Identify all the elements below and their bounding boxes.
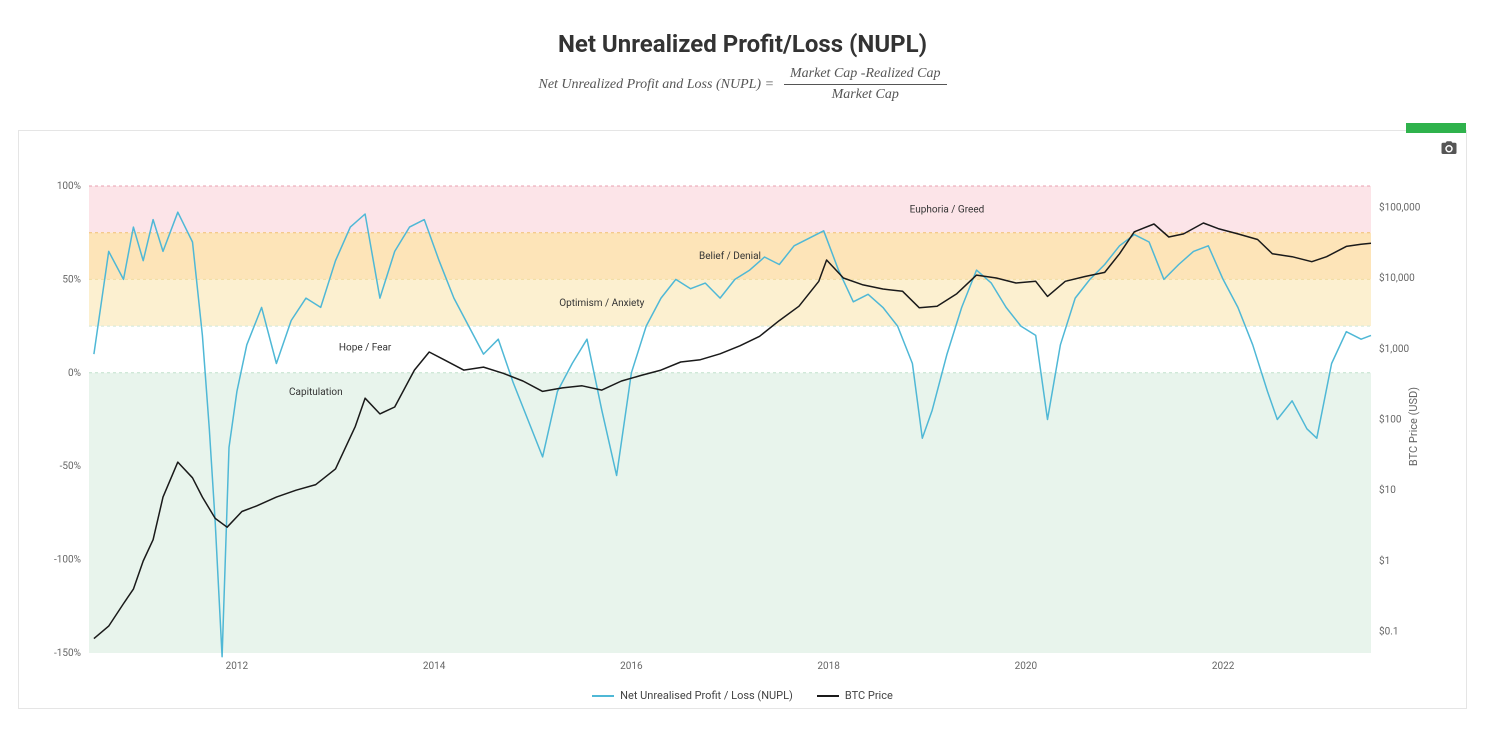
svg-text:100%: 100% bbox=[57, 181, 81, 192]
chart-plot-area[interactable]: look into bitcoin Euphoria / GreedBelief… bbox=[89, 186, 1371, 653]
svg-text:Euphoria / Greed: Euphoria / Greed bbox=[910, 204, 985, 215]
formula-numerator: Market Cap -Realized Cap bbox=[784, 66, 946, 85]
svg-text:2014: 2014 bbox=[423, 661, 446, 672]
formula-fraction: Market Cap -Realized Cap Market Cap bbox=[784, 66, 946, 103]
svg-text:Hope / Fear: Hope / Fear bbox=[339, 342, 392, 353]
chart-panel: look into bitcoin Euphoria / GreedBelief… bbox=[18, 130, 1467, 709]
svg-text:2020: 2020 bbox=[1015, 661, 1038, 672]
legend-item-nupl[interactable]: Net Unrealised Profit / Loss (NUPL) bbox=[592, 689, 793, 702]
svg-text:$10: $10 bbox=[1379, 483, 1396, 496]
svg-text:$10,000: $10,000 bbox=[1379, 271, 1415, 284]
legend-swatch-btc bbox=[817, 695, 839, 697]
svg-text:$0.1: $0.1 bbox=[1379, 625, 1399, 638]
svg-text:2016: 2016 bbox=[620, 661, 643, 672]
svg-text:-50%: -50% bbox=[60, 461, 81, 472]
page-container: Net Unrealized Profit/Loss (NUPL) Net Un… bbox=[0, 0, 1485, 729]
chart-header: Net Unrealized Profit/Loss (NUPL) Net Un… bbox=[0, 0, 1485, 103]
formula-denominator: Market Cap bbox=[832, 85, 899, 103]
chart-title: Net Unrealized Profit/Loss (NUPL) bbox=[0, 30, 1485, 58]
svg-text:50%: 50% bbox=[62, 274, 81, 285]
svg-text:2018: 2018 bbox=[817, 661, 840, 672]
legend-swatch-nupl bbox=[592, 695, 614, 697]
legend-item-btc[interactable]: BTC Price bbox=[817, 689, 893, 702]
svg-text:2012: 2012 bbox=[226, 661, 249, 672]
chart-legend: Net Unrealised Profit / Loss (NUPL) BTC … bbox=[19, 689, 1466, 702]
camera-icon[interactable] bbox=[1440, 139, 1458, 157]
legend-label-nupl: Net Unrealised Profit / Loss (NUPL) bbox=[620, 689, 793, 702]
svg-text:2022: 2022 bbox=[1212, 661, 1235, 672]
formula-lhs: Net Unrealized Profit and Loss (NUPL) = bbox=[538, 77, 774, 93]
svg-text:$100: $100 bbox=[1379, 413, 1402, 426]
svg-text:$1,000: $1,000 bbox=[1379, 342, 1409, 355]
svg-text:-100%: -100% bbox=[54, 555, 81, 566]
svg-text:$1: $1 bbox=[1379, 554, 1390, 567]
svg-text:Capitulation: Capitulation bbox=[289, 387, 343, 398]
svg-text:-150%: -150% bbox=[54, 648, 81, 659]
formula: Net Unrealized Profit and Loss (NUPL) = … bbox=[538, 66, 946, 103]
svg-text:Belief / Denial: Belief / Denial bbox=[699, 250, 761, 262]
chart-toolbar bbox=[1440, 139, 1458, 157]
y2-axis-label: BTC Price (USD) bbox=[1407, 386, 1420, 465]
svg-text:$100,000: $100,000 bbox=[1379, 200, 1421, 213]
svg-text:Optimism / Anxiety: Optimism / Anxiety bbox=[559, 298, 644, 309]
chart-svg: Euphoria / Greed Belief / Denial Optimism … bbox=[89, 186, 1371, 653]
legend-label-btc: BTC Price bbox=[845, 689, 893, 702]
svg-text:0%: 0% bbox=[68, 368, 81, 379]
top-right-tab bbox=[1406, 123, 1466, 133]
